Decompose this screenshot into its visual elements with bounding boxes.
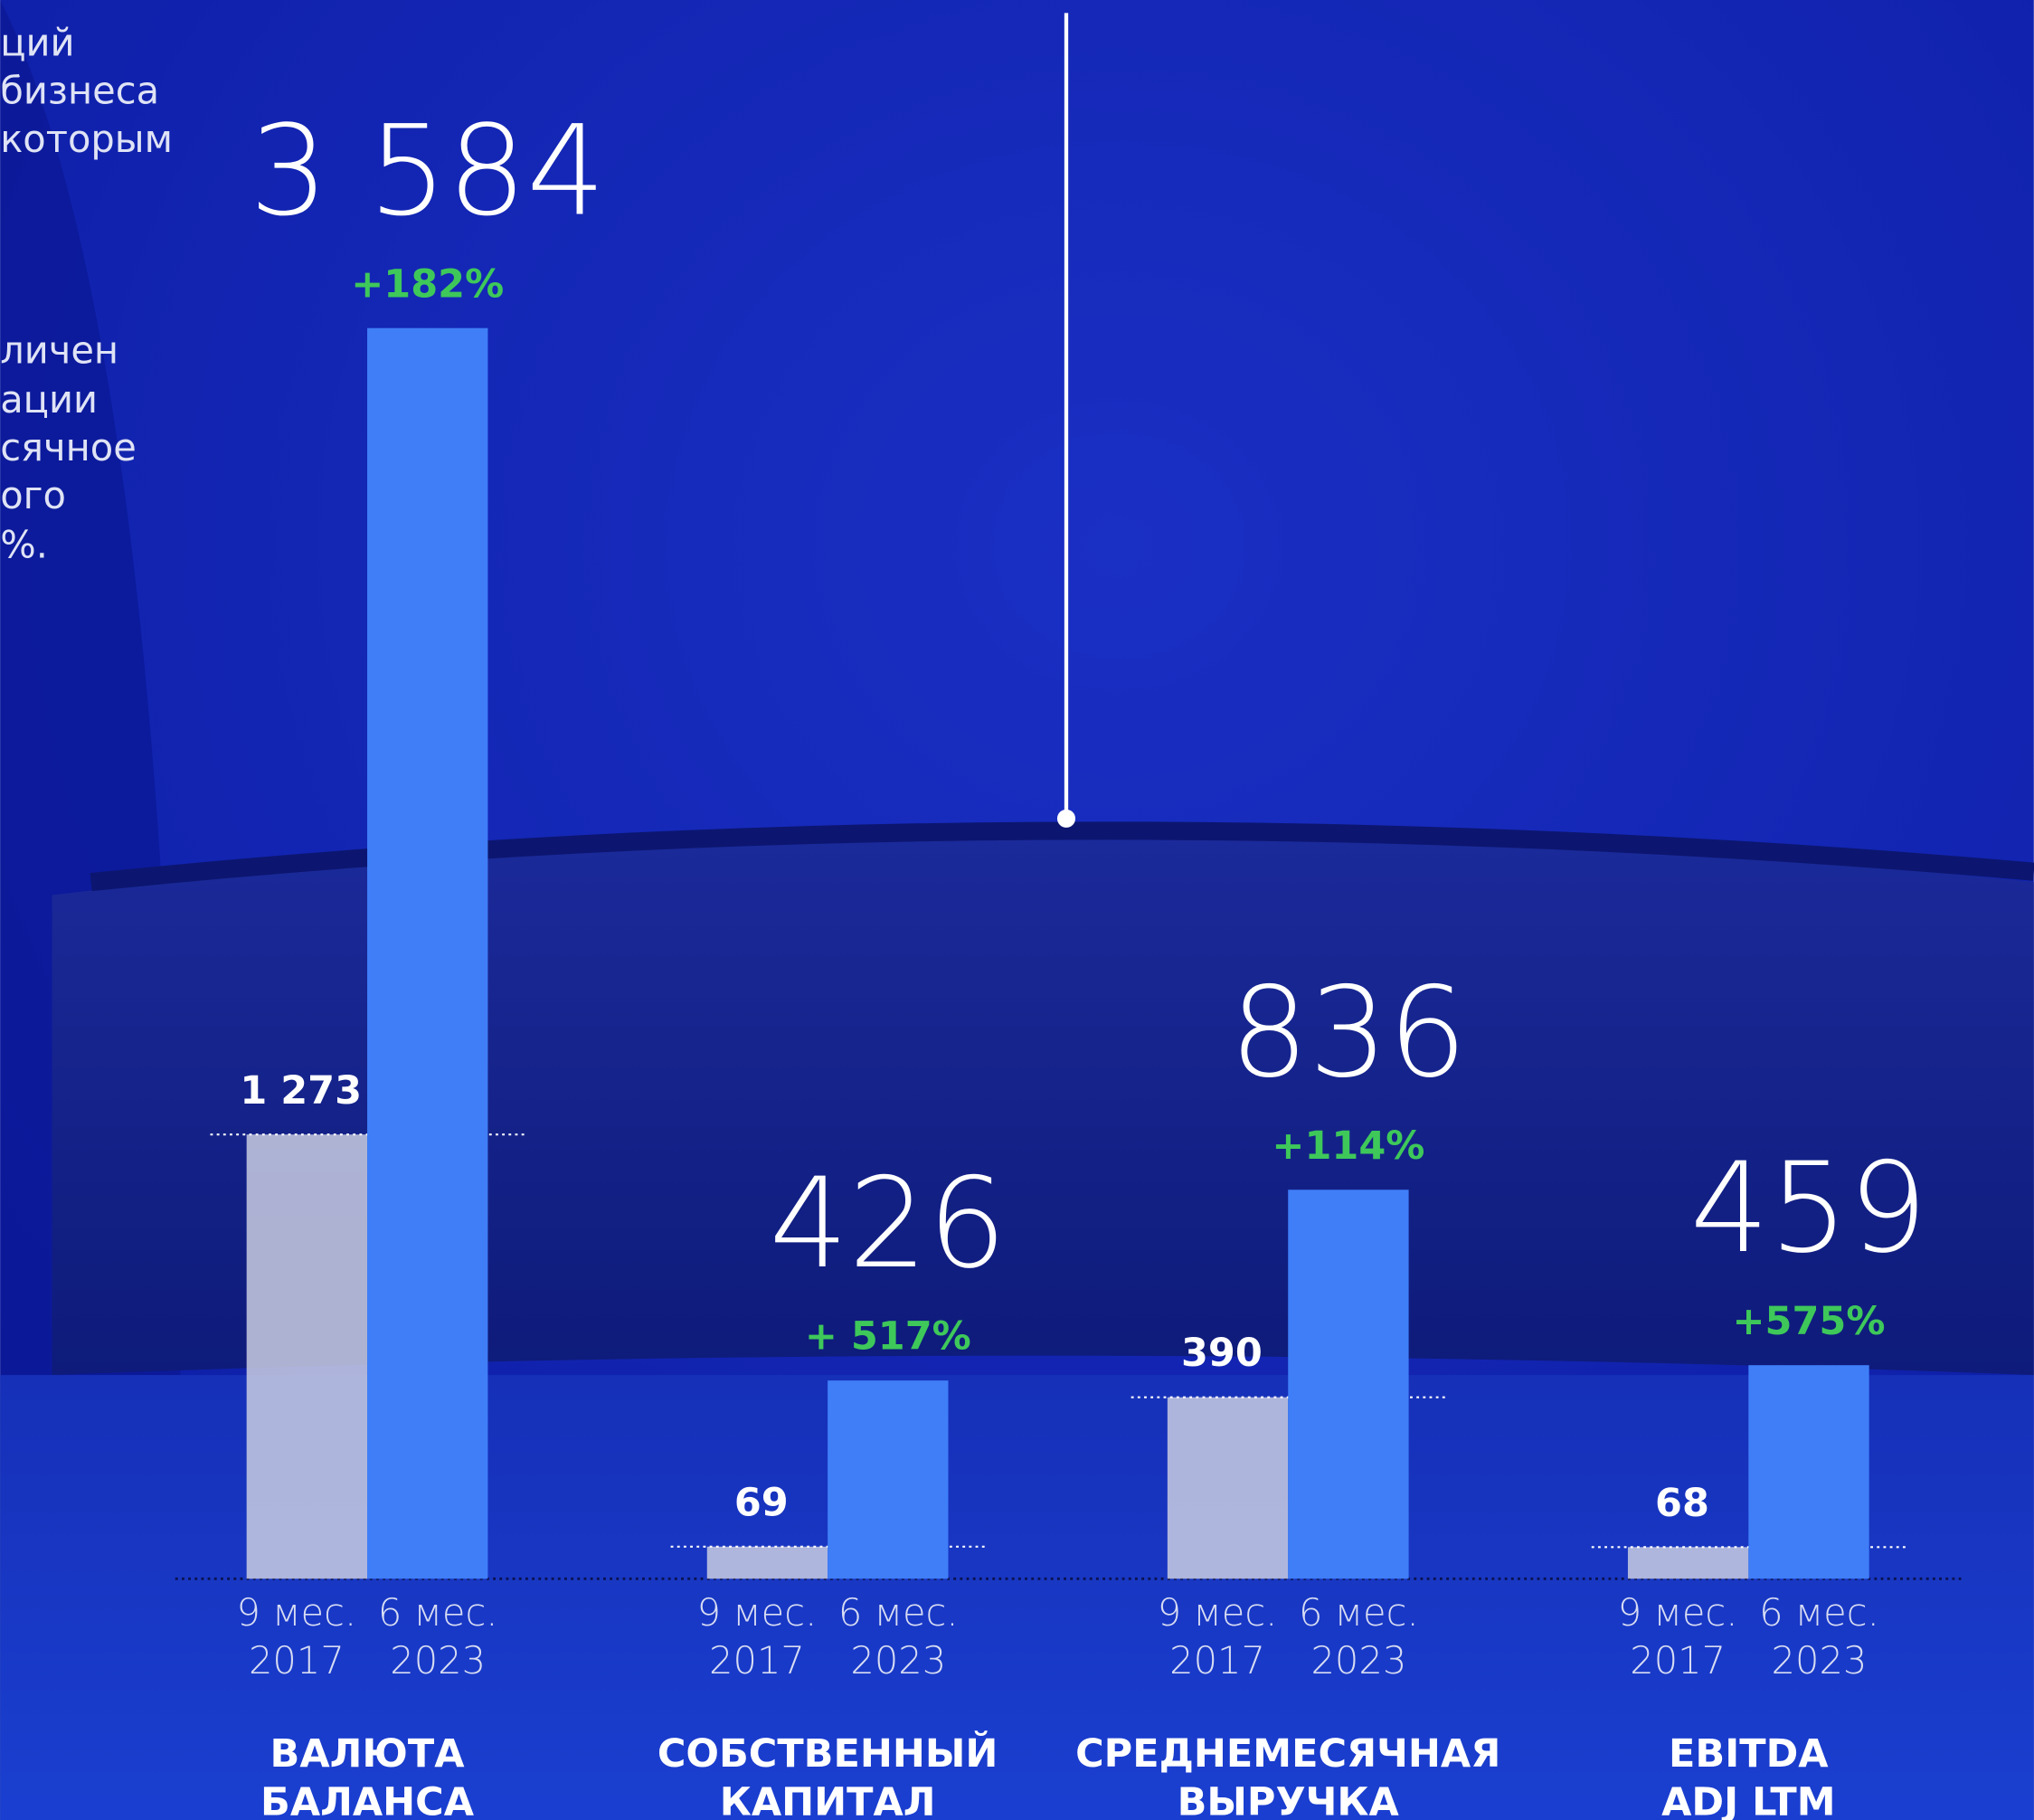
- change-label: +575%: [1733, 1299, 1886, 1344]
- x-tick-label: 2023: [850, 1638, 946, 1683]
- bar: [247, 1134, 367, 1578]
- x-tick-label: 2017: [1630, 1638, 1726, 1683]
- chart-title: СРЕДНЕМЕСЯЧНАЯ: [1075, 1731, 1500, 1777]
- chart-title: ВАЛЮТА: [270, 1731, 466, 1777]
- pointer-dot: [1057, 810, 1075, 828]
- side-text-line: бизнеса: [0, 69, 159, 113]
- chart-title: СОБСТВЕННЫЙ: [658, 1730, 998, 1777]
- chart-title: ADJ LTM: [1661, 1779, 1835, 1820]
- x-tick-label: 2023: [1310, 1638, 1406, 1683]
- value-label: 69: [734, 1480, 789, 1525]
- change-label: +114%: [1272, 1123, 1424, 1169]
- x-tick-label: 2023: [390, 1638, 486, 1683]
- value-label: 1 273: [240, 1068, 362, 1114]
- value-label: 3 584: [250, 99, 606, 243]
- chart-title: КАПИТАЛ: [720, 1779, 936, 1820]
- bar: [1288, 1190, 1408, 1578]
- chart-title: БАЛАНСА: [260, 1779, 475, 1820]
- bar: [1748, 1365, 1868, 1578]
- value-label: 68: [1655, 1481, 1709, 1526]
- side-text-line: ций: [0, 21, 74, 65]
- bar: [1628, 1547, 1748, 1578]
- value-label: 426: [769, 1152, 1007, 1296]
- value-label: 459: [1690, 1136, 1928, 1281]
- x-tick-label: 6 мес.: [1299, 1590, 1419, 1635]
- side-text-line: ации: [0, 377, 98, 422]
- bar: [1168, 1398, 1288, 1579]
- x-tick-label: 9 мес.: [1618, 1590, 1738, 1635]
- side-text-line: ого: [0, 473, 66, 517]
- bar: [707, 1547, 828, 1578]
- side-text-line: сячное: [0, 425, 137, 469]
- chart-title: ВЫРУЧКА: [1178, 1779, 1400, 1820]
- x-tick-label: 6 мес.: [838, 1590, 959, 1635]
- bar: [367, 328, 487, 1579]
- infographic: цийбизнесакоторым личенациисячноеого%. 1 …: [0, 0, 2034, 1820]
- value-label: 836: [1230, 961, 1468, 1105]
- x-tick-label: 9 мес.: [697, 1590, 818, 1635]
- side-text-line: %.: [0, 523, 48, 567]
- x-tick-label: 2017: [249, 1638, 345, 1683]
- value-label: 390: [1181, 1331, 1263, 1376]
- chart-title: EBITDA: [1669, 1731, 1829, 1777]
- x-tick-label: 2023: [1772, 1638, 1868, 1683]
- x-tick-label: 9 мес.: [1158, 1590, 1278, 1635]
- bar: [828, 1380, 948, 1578]
- x-tick-label: 6 мес.: [378, 1590, 498, 1635]
- change-label: + 517%: [805, 1314, 971, 1360]
- x-tick-label: 2017: [1169, 1638, 1265, 1683]
- x-tick-label: 2017: [709, 1638, 805, 1683]
- x-tick-label: 6 мес.: [1759, 1590, 1879, 1635]
- change-label: +182%: [351, 261, 504, 307]
- side-text-line: которым: [0, 117, 173, 161]
- side-text-line: личен: [0, 328, 118, 373]
- x-tick-label: 9 мес.: [237, 1590, 357, 1635]
